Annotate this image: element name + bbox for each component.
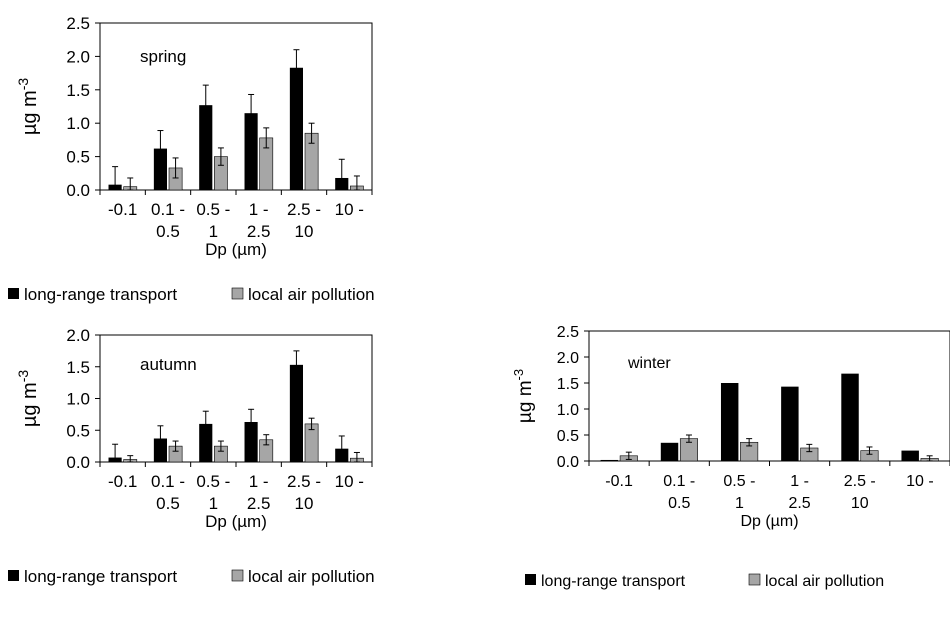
bar-long-range-2 xyxy=(199,423,213,462)
x-tick-label: 10 xyxy=(295,222,314,241)
y-axis-label: µg m-3 xyxy=(15,370,41,428)
x-tick-label: 1 xyxy=(209,222,218,241)
y-tick-label: 1.0 xyxy=(66,114,90,133)
y-tick-label: 1.0 xyxy=(66,390,90,409)
x-tick-label: 0.5 xyxy=(156,494,180,513)
bar-long-range-3 xyxy=(244,113,258,190)
legend-swatch-long-range xyxy=(8,288,19,299)
legend-swatch-long-range xyxy=(8,570,19,581)
legend-swatch-local xyxy=(231,569,244,582)
legend-swatch-long-range xyxy=(525,574,536,585)
legend-swatch-local xyxy=(231,287,244,300)
x-tick-label: 10 - xyxy=(335,472,364,491)
y-tick-label: 0.0 xyxy=(66,453,90,472)
legend-label: local air pollution xyxy=(765,573,884,590)
x-tick-label: 1 - xyxy=(249,200,269,219)
y-tick-label: 2.5 xyxy=(66,14,90,33)
x-tick-label: 0.5 - xyxy=(196,472,230,491)
x-tick-label: -0.1 xyxy=(605,473,633,490)
legend-swatch-local xyxy=(748,573,761,586)
y-axis-label: µg m-3 xyxy=(15,78,41,136)
y-tick-label: 2.0 xyxy=(66,47,90,66)
chart-panel-spring: 0.0 0.5 1.0 1.5 2.0 2.5 -0.1 0.1 - 0.5 0.5 - 1 1 - 2… xyxy=(8,14,375,304)
x-tick-label: 1 - xyxy=(249,472,269,491)
x-tick-label: -0.1 xyxy=(108,472,137,491)
bar-long-range-3 xyxy=(781,386,799,461)
x-tick-label: 2.5 - xyxy=(287,200,321,219)
y-axis-label: µg m-3 xyxy=(511,369,536,423)
x-axis-label: Dp (µm) xyxy=(740,513,798,530)
chart-panel-autumn: 0.0 0.5 1.0 1.5 2.0 -0.1 0.1 - 0.5 0.5 - 1 1 - 2.5 2… xyxy=(8,326,375,586)
legend-label: long-range transport xyxy=(24,285,177,304)
y-tick-label: 2.0 xyxy=(557,350,579,367)
bar-long-range-0 xyxy=(600,459,619,461)
x-tick-label: 10 - xyxy=(335,200,364,219)
bar-long-range-1 xyxy=(660,442,679,461)
chart-panel-winter: 0.0 0.5 1.0 1.5 2.0 2.5 -0.1 0.1 - 0.5 0.5 - 1 1 - 2… xyxy=(511,324,950,590)
bar-long-range-4 xyxy=(841,373,859,461)
plot-frame xyxy=(588,330,950,462)
y-tick-label: 0.0 xyxy=(66,181,90,200)
y-tick-label: 1.5 xyxy=(557,376,579,393)
y-tick-label: 1.0 xyxy=(557,402,579,419)
legend-label: local air pollution xyxy=(248,567,375,586)
chart-title: spring xyxy=(140,47,186,66)
x-tick-label: 10 xyxy=(851,495,869,512)
y-tick-label: 0.5 xyxy=(557,428,579,445)
x-tick-label: 1 - xyxy=(790,473,809,490)
bar-long-range-5 xyxy=(901,450,919,461)
x-tick-label: 10 xyxy=(295,494,314,513)
y-tick-label: 1.5 xyxy=(66,81,90,100)
y-tick-label: 2.5 xyxy=(557,324,579,341)
x-axis-label: Dp (µm) xyxy=(205,512,267,531)
bar-long-range-4 xyxy=(289,364,303,462)
x-tick-label: 0.5 - xyxy=(196,200,230,219)
bar-long-range-4 xyxy=(289,67,303,190)
x-tick-label: 2.5 xyxy=(788,495,810,512)
x-tick-label: 2.5 - xyxy=(287,472,321,491)
chart-title: winter xyxy=(627,355,671,372)
x-tick-label: 0.5 - xyxy=(723,473,755,490)
bar-long-range-2 xyxy=(199,105,213,190)
x-tick-label: 10 - xyxy=(906,473,934,490)
x-tick-label: 0.1 - xyxy=(151,200,185,219)
x-axis-label: Dp (µm) xyxy=(205,240,267,259)
bar-long-range-3 xyxy=(244,421,258,462)
x-tick-label: 2.5 xyxy=(247,222,271,241)
y-tick-label: 2.0 xyxy=(66,326,90,345)
x-tick-label: 2.5 xyxy=(247,494,271,513)
y-tick-label: 0.0 xyxy=(557,454,579,471)
legend-label: local air pollution xyxy=(248,285,375,304)
legend-label: long-range transport xyxy=(541,573,686,590)
y-tick-label: 1.5 xyxy=(66,358,90,377)
x-tick-label: 0.1 - xyxy=(151,472,185,491)
bar-long-range-1 xyxy=(153,148,167,190)
x-tick-label: -0.1 xyxy=(108,200,137,219)
chart-title: autumn xyxy=(140,355,197,374)
x-tick-label: 1 xyxy=(735,495,744,512)
x-tick-label: 0.1 - xyxy=(663,473,695,490)
y-tick-label: 0.5 xyxy=(66,148,90,167)
x-tick-label: 2.5 - xyxy=(844,473,876,490)
x-tick-label: 1 xyxy=(209,494,218,513)
x-tick-label: 0.5 xyxy=(668,495,690,512)
x-tick-label: 0.5 xyxy=(156,222,180,241)
bar-long-range-2 xyxy=(720,383,739,461)
y-tick-label: 0.5 xyxy=(66,421,90,440)
legend-label: long-range transport xyxy=(24,567,177,586)
